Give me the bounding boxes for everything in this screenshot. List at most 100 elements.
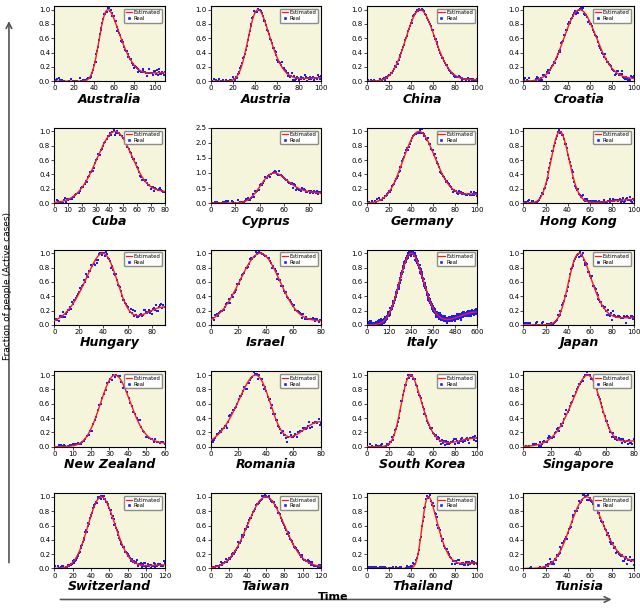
Point [241, 263, 252, 273]
Point [113, 280, 124, 290]
Point [220, 75, 230, 85]
Point [466, 308, 476, 318]
Point [605, 61, 616, 71]
Point [559, 415, 569, 424]
Point [108, 511, 118, 520]
Point [433, 432, 444, 442]
Point [153, 71, 163, 80]
Point [228, 292, 238, 302]
Point [471, 309, 481, 319]
Point [385, 187, 396, 197]
Point [394, 167, 404, 177]
Point [121, 547, 131, 557]
Point [427, 145, 437, 155]
Point [68, 192, 78, 201]
Point [383, 440, 394, 449]
Point [421, 412, 431, 421]
Point [252, 249, 262, 258]
Point [419, 280, 429, 289]
Point [577, 192, 587, 201]
Point [298, 74, 308, 83]
Point [428, 145, 438, 154]
Point [469, 75, 479, 85]
Point [596, 398, 606, 408]
Point [432, 311, 442, 321]
Point [428, 302, 438, 311]
Point [125, 553, 135, 562]
Point [227, 77, 237, 86]
Point [95, 29, 105, 39]
Point [431, 309, 441, 319]
Point [406, 249, 417, 258]
Point [608, 194, 618, 204]
Point [274, 275, 284, 285]
Point [86, 72, 97, 81]
Point [616, 66, 627, 76]
Point [580, 9, 591, 19]
Point [412, 553, 422, 563]
Point [228, 74, 239, 83]
Point [600, 197, 610, 207]
Point [288, 184, 298, 193]
Point [95, 494, 106, 504]
Point [306, 560, 316, 570]
Point [627, 311, 637, 321]
Point [239, 525, 250, 534]
Point [392, 288, 402, 298]
Point [214, 75, 224, 85]
Point [455, 309, 465, 319]
Point [315, 420, 325, 430]
Point [436, 314, 447, 323]
Point [369, 321, 380, 331]
Point [78, 182, 88, 192]
Point [564, 275, 574, 285]
Point [367, 319, 377, 328]
Point [396, 272, 406, 282]
Point [144, 64, 154, 74]
Point [93, 492, 104, 502]
Point [153, 560, 163, 570]
Point [603, 528, 613, 538]
Point [444, 313, 454, 322]
Point [272, 503, 282, 513]
Point [537, 188, 547, 198]
Point [129, 556, 140, 566]
Point [451, 435, 461, 444]
Point [49, 75, 60, 85]
Point [74, 188, 84, 198]
Point [76, 439, 86, 449]
Point [583, 196, 593, 206]
Point [65, 440, 75, 450]
Point [214, 429, 224, 438]
Point [260, 492, 270, 502]
Point [149, 562, 159, 572]
Point [367, 320, 378, 330]
Point [141, 561, 152, 571]
Point [216, 306, 227, 316]
Point [271, 415, 281, 424]
Point [50, 77, 60, 86]
Point [535, 323, 545, 333]
Point [129, 407, 139, 417]
Point [277, 57, 287, 66]
Point [438, 314, 448, 324]
Legend: Estimated, Real: Estimated, Real [436, 374, 475, 388]
Point [442, 547, 452, 556]
Point [426, 21, 436, 31]
X-axis label: Germany: Germany [390, 215, 454, 227]
Point [541, 320, 551, 330]
Point [385, 71, 396, 80]
Point [543, 173, 553, 183]
Point [252, 369, 262, 379]
Point [448, 69, 458, 78]
Point [260, 490, 271, 500]
Point [595, 297, 605, 307]
Point [436, 312, 446, 322]
Point [396, 407, 406, 416]
Point [387, 67, 397, 77]
Point [543, 559, 554, 569]
Point [285, 535, 296, 545]
Point [589, 501, 600, 511]
Point [603, 57, 613, 67]
Point [394, 276, 404, 286]
